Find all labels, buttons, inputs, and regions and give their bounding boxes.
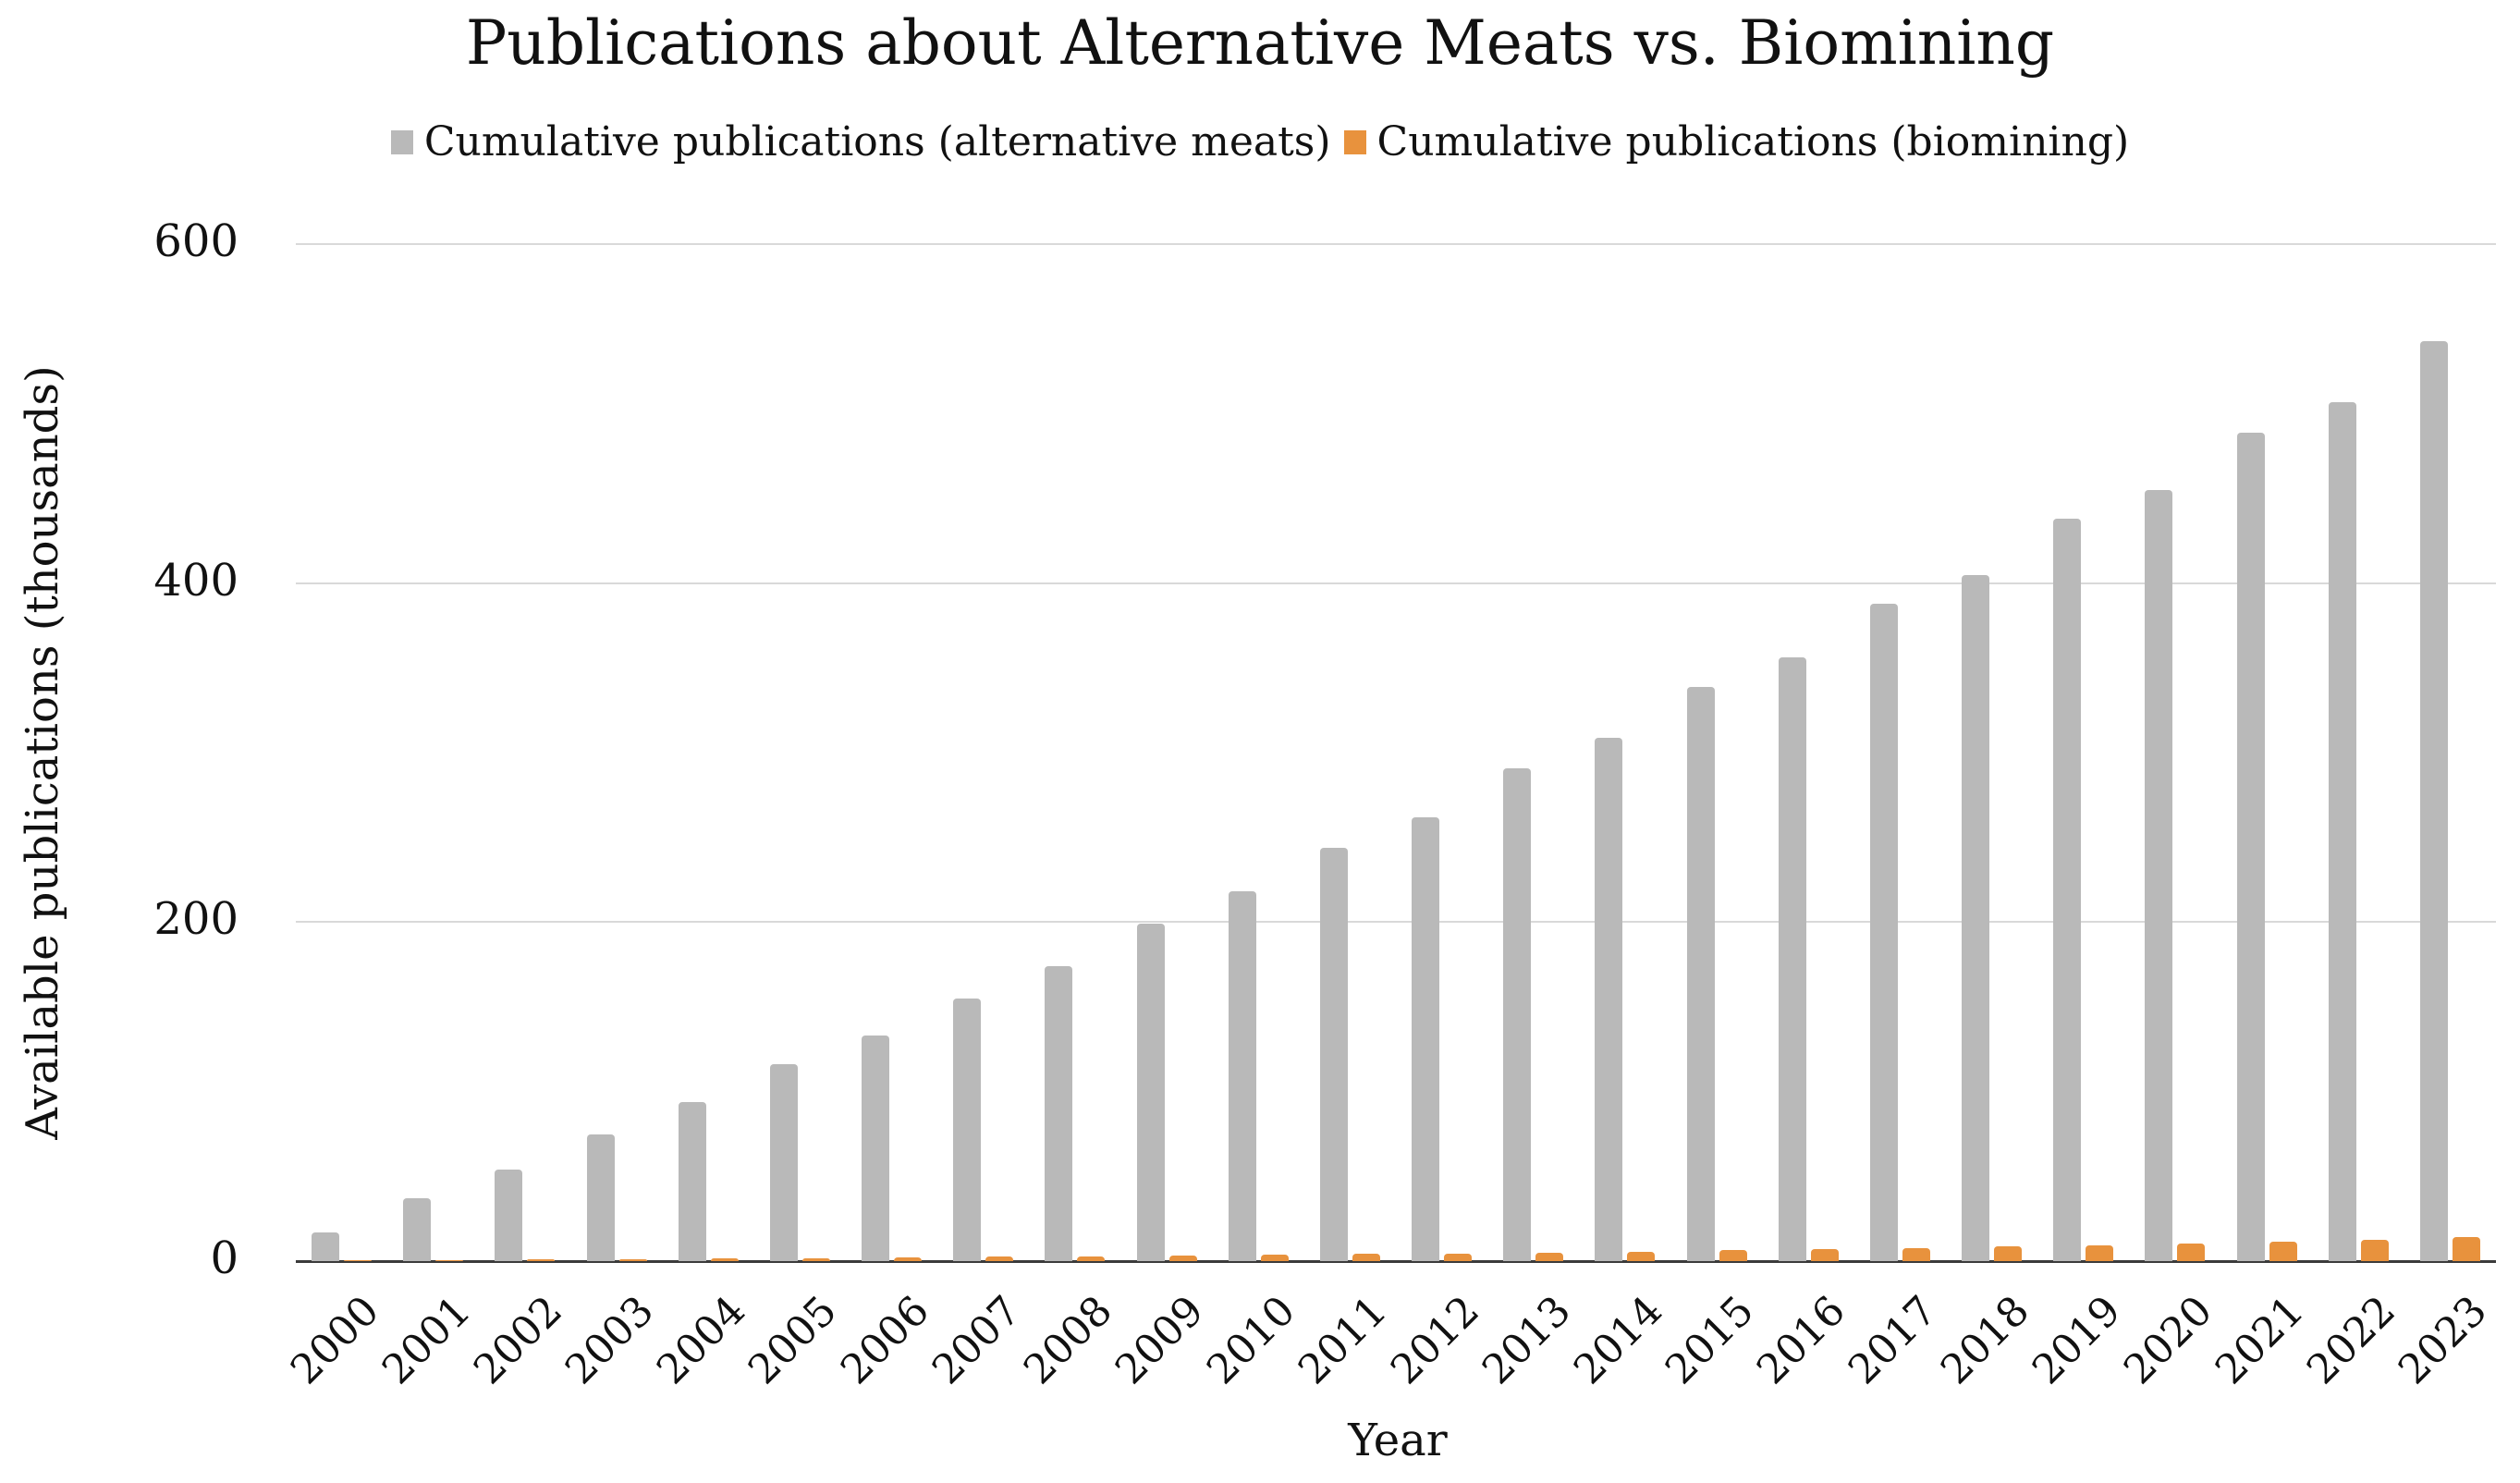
bar-biomining-2019 bbox=[2086, 1244, 2114, 1261]
bar-alternative-meats-2000 bbox=[312, 1232, 340, 1261]
x-tick-label-2001: 2001 bbox=[373, 1287, 480, 1394]
x-tick-label-2017: 2017 bbox=[1840, 1287, 1947, 1394]
y-tick-label-600: 600 bbox=[153, 215, 239, 267]
bar-alternative-meats-2019 bbox=[2053, 519, 2082, 1261]
x-axis-line bbox=[296, 1260, 2496, 1263]
legend-item-biomining: Cumulative publications (biomining) bbox=[1343, 118, 2130, 165]
x-tick-label-2000: 2000 bbox=[281, 1287, 388, 1394]
bar-biomining-2001 bbox=[435, 1259, 464, 1261]
x-tick-label-2008: 2008 bbox=[1014, 1287, 1121, 1394]
bar-biomining-2004 bbox=[710, 1258, 739, 1261]
bar-biomining-2003 bbox=[618, 1258, 647, 1261]
bar-alternative-meats-2006 bbox=[862, 1036, 890, 1261]
bar-alternative-meats-2022 bbox=[2328, 401, 2356, 1261]
bar-alternative-meats-2011 bbox=[1319, 847, 1348, 1261]
bar-alternative-meats-2013 bbox=[1503, 767, 1532, 1261]
legend-marker-alternative-meats-icon bbox=[390, 129, 413, 154]
bar-biomining-2022 bbox=[2360, 1239, 2389, 1261]
bar-biomining-2012 bbox=[1444, 1253, 1473, 1261]
bar-alternative-meats-2002 bbox=[495, 1170, 523, 1261]
legend: Cumulative publications (alternative mea… bbox=[0, 118, 2520, 165]
x-tick-label-2010: 2010 bbox=[1198, 1287, 1305, 1394]
x-tick-label-2003: 2003 bbox=[556, 1287, 664, 1394]
y-tick-label-0: 0 bbox=[210, 1232, 239, 1284]
chart-title: Publications about Alternative Meats vs.… bbox=[465, 7, 2055, 79]
x-tick-label-2002: 2002 bbox=[464, 1287, 571, 1394]
x-tick-label-2021: 2021 bbox=[2206, 1287, 2314, 1394]
y-tick-label-200: 200 bbox=[153, 893, 239, 946]
x-tick-label-2016: 2016 bbox=[1748, 1287, 1855, 1394]
bar-biomining-2016 bbox=[1810, 1249, 1839, 1261]
bar-alternative-meats-2005 bbox=[769, 1064, 798, 1261]
bar-biomining-2014 bbox=[1627, 1251, 1656, 1261]
legend-label-alternative-meats: Cumulative publications (alternative mea… bbox=[423, 118, 1331, 165]
bar-alternative-meats-2017 bbox=[1869, 603, 1898, 1261]
bar-alternative-meats-2001 bbox=[403, 1198, 432, 1261]
bar-alternative-meats-2009 bbox=[1136, 924, 1165, 1261]
x-tick-label-2014: 2014 bbox=[1564, 1287, 1671, 1394]
bar-alternative-meats-2012 bbox=[1412, 816, 1440, 1261]
bar-biomining-2018 bbox=[1994, 1246, 2023, 1261]
bar-biomining-2015 bbox=[1719, 1250, 1747, 1261]
bar-biomining-2010 bbox=[1260, 1255, 1289, 1261]
x-tick-label-2022: 2022 bbox=[2298, 1287, 2405, 1394]
y-tick-label-400: 400 bbox=[153, 554, 239, 607]
gridline-600 bbox=[296, 243, 2496, 245]
bar-alternative-meats-2020 bbox=[2145, 489, 2173, 1261]
bar-biomining-2002 bbox=[527, 1259, 556, 1261]
bar-alternative-meats-2018 bbox=[1962, 574, 1990, 1261]
x-tick-label-2013: 2013 bbox=[1473, 1287, 1580, 1394]
bar-biomining-2020 bbox=[2177, 1243, 2206, 1261]
bar-biomining-2008 bbox=[1077, 1256, 1106, 1261]
x-tick-label-2007: 2007 bbox=[923, 1287, 1030, 1394]
x-tick-label-2015: 2015 bbox=[1656, 1287, 1764, 1394]
x-axis-title: Year bbox=[1348, 1415, 1448, 1466]
gridline-400 bbox=[296, 582, 2496, 584]
x-tick-label-2012: 2012 bbox=[1381, 1287, 1488, 1394]
bar-alternative-meats-2010 bbox=[1228, 891, 1256, 1261]
y-axis-title: Available publications (thousands) bbox=[17, 365, 68, 1140]
legend-item-alternative-meats: Cumulative publications (alternative mea… bbox=[390, 118, 1331, 165]
bar-alternative-meats-2003 bbox=[586, 1134, 615, 1261]
bar-biomining-2000 bbox=[344, 1260, 373, 1261]
bar-biomining-2009 bbox=[1168, 1255, 1197, 1261]
bar-alternative-meats-2023 bbox=[2419, 340, 2448, 1261]
x-tick-label-2018: 2018 bbox=[1931, 1287, 2038, 1394]
bar-alternative-meats-2016 bbox=[1778, 657, 1806, 1261]
bar-biomining-2017 bbox=[1902, 1247, 1930, 1261]
bar-alternative-meats-2008 bbox=[1045, 966, 1073, 1261]
x-tick-label-2023: 2023 bbox=[2390, 1287, 2497, 1394]
x-tick-label-2009: 2009 bbox=[1106, 1287, 1214, 1394]
x-tick-label-2004: 2004 bbox=[648, 1287, 755, 1394]
bar-biomining-2013 bbox=[1535, 1252, 1564, 1261]
x-tick-label-2019: 2019 bbox=[2023, 1287, 2130, 1394]
bar-alternative-meats-2007 bbox=[953, 998, 982, 1261]
bar-alternative-meats-2004 bbox=[678, 1101, 706, 1261]
bar-alternative-meats-2014 bbox=[1595, 737, 1623, 1261]
x-tick-label-2005: 2005 bbox=[740, 1287, 847, 1394]
legend-marker-biomining-icon bbox=[1343, 129, 1366, 154]
bar-biomining-2021 bbox=[2269, 1241, 2297, 1261]
x-tick-label-2011: 2011 bbox=[1290, 1287, 1397, 1394]
bar-biomining-2007 bbox=[985, 1256, 1014, 1261]
legend-label-biomining: Cumulative publications (biomining) bbox=[1376, 118, 2130, 165]
bar-alternative-meats-2015 bbox=[1686, 686, 1715, 1261]
gridline-200 bbox=[296, 921, 2496, 924]
x-tick-label-2006: 2006 bbox=[831, 1287, 938, 1394]
x-tick-label-2020: 2020 bbox=[2114, 1287, 2221, 1394]
bar-alternative-meats-2021 bbox=[2236, 432, 2265, 1261]
bar-biomining-2006 bbox=[894, 1256, 923, 1261]
bar-biomining-2011 bbox=[1352, 1254, 1380, 1261]
bar-biomining-2005 bbox=[801, 1257, 830, 1261]
bar-biomining-2023 bbox=[2452, 1236, 2480, 1261]
